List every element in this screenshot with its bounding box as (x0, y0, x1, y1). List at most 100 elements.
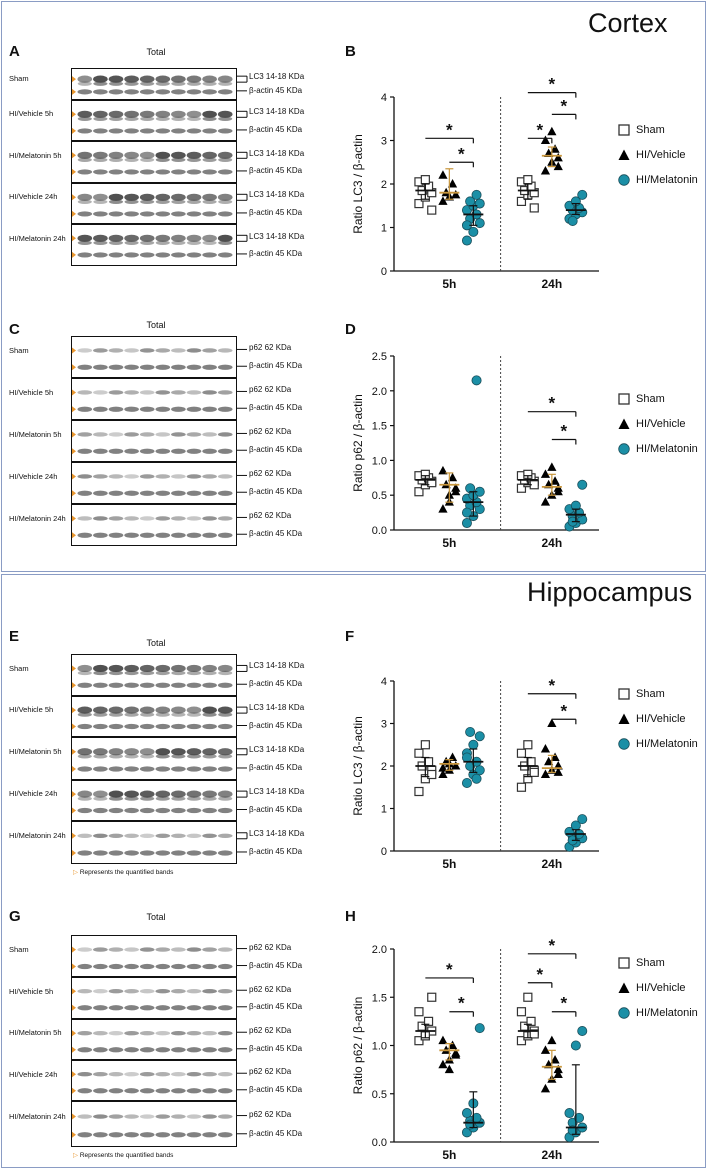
lane-row-label: HI/Melatonin 24h (9, 831, 66, 841)
blot-lane-box (71, 1018, 237, 1061)
y-tick-label: 0 (381, 266, 387, 278)
band-label-actin: β-actin 45 KDa (249, 249, 303, 259)
data-point (438, 504, 448, 513)
significance-star: * (446, 960, 453, 979)
lane-row-label: HI/Vehicle 24h (9, 789, 58, 799)
blot-bands (72, 151, 233, 176)
quantified-band-marker (72, 210, 76, 217)
data-point (577, 189, 588, 200)
legend-item: Sham (618, 124, 665, 136)
legend-label: HI/Melatonin (636, 443, 698, 455)
significance-star: * (561, 422, 568, 441)
legend-label: HI/Melatonin (636, 1007, 698, 1019)
blot-lane-box (71, 99, 237, 142)
legend-label: Sham (636, 688, 665, 700)
cortex-title: Cortex (588, 8, 668, 38)
blot-title: Total (146, 912, 166, 922)
band-pointer (237, 348, 247, 367)
y-tick-label: 1.0 (372, 455, 387, 467)
hippocampus-title: Hippocampus (527, 577, 693, 607)
lane-row-label: Sham (9, 345, 29, 355)
lane-row-label: HI/Melatonin 5h (9, 1028, 62, 1038)
quantified-band-marker (72, 431, 76, 438)
data-point (570, 1040, 581, 1051)
x-tick-label: 5h (442, 277, 456, 291)
band-label-target: LC3 14-18 KDa (249, 190, 305, 200)
quantified-band-icon: ▷ (73, 1152, 80, 1159)
blot-lane-box (71, 780, 237, 821)
band-pointer (237, 474, 247, 493)
legend-label: Sham (636, 124, 665, 136)
triangle-marker-icon (618, 982, 630, 994)
data-point (427, 205, 437, 215)
scatter-chart: 0.0 0.5 1.0 1.5 2.0 2.5 Ratio p62 / β-actin 5h 2… (351, 351, 599, 550)
significance-bracket: * (551, 96, 577, 120)
legend-item: HI/Vehicle (618, 713, 686, 725)
data-point (414, 1007, 424, 1017)
scatter-chart: 0.0 0.5 1.0 1.5 2.0 Ratio p62 / β-actin 5h 24h *… (351, 936, 599, 1162)
data-point (547, 126, 557, 136)
lane-row-label: Sham (9, 74, 29, 84)
legend-label: Sham (636, 957, 665, 969)
band-pointer (237, 664, 248, 685)
significance-bracket: * (527, 75, 577, 98)
legend-item: HI/Melatonin (618, 738, 698, 750)
band-pointer (237, 748, 248, 769)
y-tick-label: 2.0 (372, 944, 387, 956)
legend-label: HI/Vehicle (636, 418, 686, 430)
quantified-band-marker (72, 748, 76, 755)
data-point (465, 483, 476, 494)
band-label-actin: β-actin 45 KDa (249, 403, 303, 413)
data-point (461, 518, 472, 529)
significance-star: * (458, 144, 465, 163)
data-point (427, 992, 437, 1002)
chart-panel-label: H (345, 908, 356, 925)
lane-row-label: Sham (9, 663, 29, 673)
data-point (550, 476, 560, 485)
quantified-band-marker (72, 832, 76, 839)
lane-row-label: HI/Melatonin 5h (9, 150, 62, 160)
y-tick-label: 4 (381, 676, 387, 688)
band-label-actin: β-actin 45 KDa (249, 124, 303, 134)
legend-item: Sham (618, 688, 665, 700)
y-tick-label: 2.5 (372, 351, 387, 363)
y-tick-label: 1.5 (372, 992, 387, 1004)
blot-lane-box (71, 977, 237, 1019)
band-pointer (237, 193, 248, 214)
data-point (474, 765, 485, 776)
quantified-band-marker (72, 682, 76, 689)
band-label-actin: β-actin 45 KDa (249, 804, 303, 814)
quantified-band-marker (72, 169, 76, 176)
data-point (427, 478, 437, 488)
quantified-band-marker (72, 1030, 76, 1037)
y-tick-label: 1.0 (372, 1041, 387, 1053)
quantified-band-marker (72, 765, 76, 772)
lane-row-label: HI/Melatonin 24h (9, 233, 66, 243)
data-point (547, 1035, 557, 1045)
band-pointer (237, 516, 247, 535)
data-point (550, 144, 560, 153)
triangle-marker-icon (618, 418, 630, 430)
legend: Sham HI/Vehicle HI/Melatonin (618, 124, 708, 194)
y-tick-label: 2.0 (372, 386, 387, 398)
quantified-band-marker (72, 532, 76, 539)
band-pointer (237, 832, 248, 853)
blot-lane-box (71, 654, 237, 696)
data-point (550, 752, 560, 761)
band-label-target: p62 62 KDa (249, 984, 292, 994)
blot-lane-box (71, 141, 237, 183)
y-tick-label: 0.0 (372, 525, 387, 537)
band-pointer (237, 1115, 247, 1135)
blot-lane-box (71, 68, 237, 100)
data-point (447, 179, 458, 188)
band-label-target: LC3 14-18 KDa (249, 148, 305, 158)
quantified-band-marker (72, 723, 76, 730)
legend-label: HI/Vehicle (636, 149, 686, 161)
blot-lane-box (71, 336, 237, 378)
data-point (438, 1035, 448, 1045)
x-tick-label: 5h (442, 536, 456, 550)
blot-lane-box (71, 420, 237, 462)
band-label-target: LC3 14-18 KDa (249, 72, 305, 82)
y-tick-label: 2 (381, 761, 387, 773)
band-label-target: LC3 14-18 KDa (249, 787, 305, 797)
